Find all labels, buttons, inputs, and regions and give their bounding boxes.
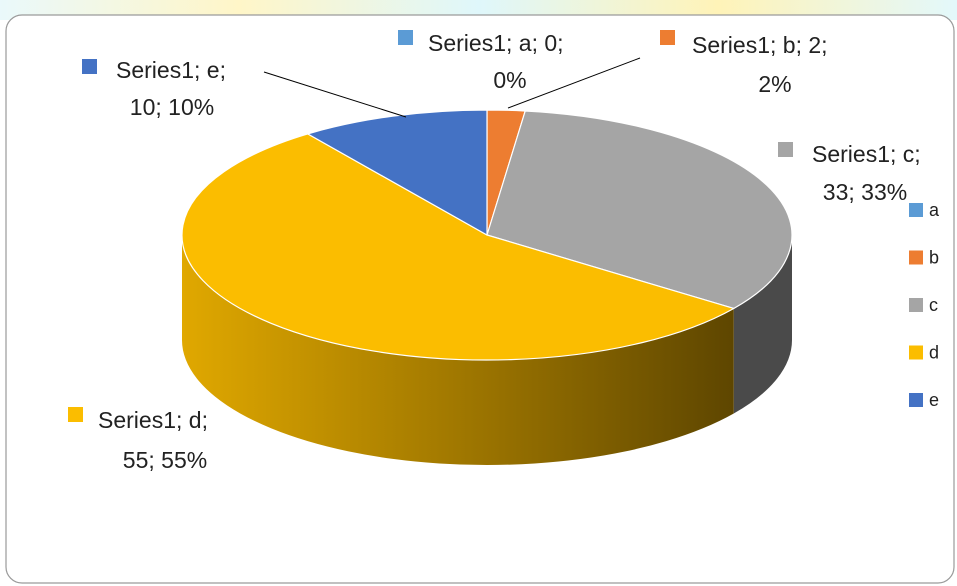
legend-key	[909, 393, 923, 407]
data-label: Series1; d;	[98, 407, 208, 433]
legend-label: e	[929, 390, 939, 410]
legend-label: d	[929, 342, 939, 362]
label-part: e	[207, 57, 220, 83]
label-key	[778, 142, 793, 157]
label-key	[82, 59, 97, 74]
data-label: Series1; e;	[116, 57, 226, 83]
label-part: 33%	[861, 179, 907, 205]
legend-key	[909, 298, 923, 312]
pie-slice	[307, 109, 488, 236]
legend-key	[909, 250, 923, 265]
legend-key	[909, 345, 923, 360]
data-label: Series1; c;	[812, 141, 921, 167]
label-part: 10%	[168, 94, 214, 120]
label-part: d	[189, 407, 202, 433]
pie-side	[182, 235, 734, 465]
legend-label: b	[929, 247, 939, 267]
label-part: b	[783, 32, 796, 58]
label-key	[68, 407, 83, 422]
pie-side	[733, 235, 792, 414]
data-label: 33; 33%	[823, 179, 907, 205]
data-label: 55; 55%	[123, 447, 207, 473]
label-part: 10	[130, 94, 156, 120]
label-part: Series1	[116, 57, 194, 83]
legend-label: c	[929, 295, 938, 315]
label-part: 2	[808, 32, 821, 58]
data-label: Series1; a; 0;	[428, 30, 564, 56]
label-part: Series1	[812, 141, 890, 167]
label-key	[398, 30, 413, 45]
data-label: 2%	[758, 71, 791, 97]
label-part: Series1	[428, 30, 506, 56]
label-part: Series1	[98, 407, 176, 433]
leader-line	[507, 57, 641, 109]
label-part: Series1	[692, 32, 770, 58]
legend: a b c d e	[909, 200, 940, 410]
leader-line	[263, 71, 407, 118]
data-labels: Series1; a; 0; 0% Series1; b; 2; 2% Series1;…	[68, 30, 921, 473]
legend-key	[909, 203, 923, 217]
label-part: c	[903, 141, 915, 167]
data-label: 10; 10%	[130, 94, 214, 120]
data-label: Series1; b; 2;	[692, 32, 828, 58]
label-part: 0	[544, 30, 557, 56]
label-part: 2%	[758, 71, 791, 97]
label-part: 55	[123, 447, 149, 473]
pie	[181, 109, 793, 465]
label-part: a	[519, 30, 532, 56]
data-label: 0%	[493, 67, 526, 93]
label-key	[660, 30, 675, 45]
label-part: 55%	[161, 447, 207, 473]
label-part: 0%	[493, 67, 526, 93]
pie-slice	[486, 110, 793, 310]
legend-label: a	[929, 200, 940, 220]
pie-slice	[181, 133, 735, 361]
label-part: 33	[823, 179, 849, 205]
